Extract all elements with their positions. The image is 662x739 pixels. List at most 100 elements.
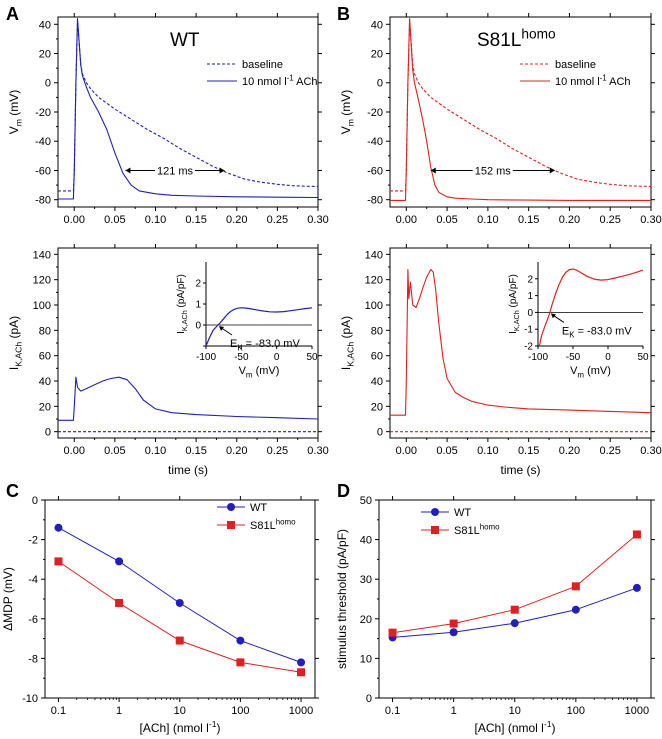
x-axis-label: time (s) [501,463,541,477]
inset-y-axis-label: IK,ACh​ (pA/pF) [508,274,521,334]
data-point-square [449,619,458,628]
x-tick-label: 0.10 [145,445,166,457]
x-tick-label: 0.00 [64,445,85,457]
ach-trace [390,268,652,416]
y-axis-label: Vm​ (mV) [339,90,356,135]
inset-x-tick-label: 0 [274,352,280,363]
data-point-square [571,582,580,591]
apd-label: 121 ms [157,165,194,177]
x-tick-label: 10 [174,705,186,717]
x-tick-label: 0.05 [104,214,125,226]
x-tick-label: 0.10 [145,214,166,226]
data-point-square [115,598,124,607]
x-tick-label: 0.15 [185,445,206,457]
y-tick-label: -8 [28,653,38,665]
x-tick-label: 0.25 [267,214,288,226]
x-tick-label: 1000 [625,705,649,717]
y-axis-label: IK,ACh​ (pA) [7,316,24,370]
y-tick-label: 40 [371,19,383,31]
inset-y-tick-label: 0 [195,321,201,332]
y-tick-label: 120 [33,275,51,287]
y-tick-label: -40 [367,136,383,148]
ek-arrow-head [550,313,556,319]
inset-y-tick-label: 1 [527,291,533,302]
legend-ach-label: 10 nmol l-1​ ACh [555,74,631,88]
inset-x-tick-label: -100 [196,352,216,363]
plot-frame [378,499,652,699]
inset-x-axis-label: Vm​ (mV) [239,365,280,379]
y-tick-label: -4 [28,574,38,586]
legend-baseline-label: baseline [242,59,283,71]
y-tick-label: -40 [35,136,51,148]
x-axis-label: [ACh] (nmol l-1​) [139,719,220,735]
inset-x-tick-label: -100 [528,352,548,363]
y-tick-label: 0 [45,427,51,439]
x-tick-label: 0.25 [267,445,288,457]
apd-arrow-right [549,167,555,174]
y-tick-label: 20 [371,48,383,60]
y-tick-label: 20 [39,48,51,60]
y-tick-label: 10 [360,653,372,665]
apd-label-bg [472,163,513,177]
y-tick-label: 120 [365,275,383,287]
series-line-1 [58,560,302,673]
y-tick-label: -6 [28,614,38,626]
inset-x-tick-label: 50 [637,352,649,363]
apd-label: 152 ms [475,165,512,177]
y-tick-label: 20 [371,401,383,413]
x-tick-label: 0.05 [436,214,457,226]
x-tick-label: 0.20 [559,214,580,226]
legend-marker-circle [227,503,235,511]
y-tick-label: 60 [371,351,383,363]
y-tick-label: 40 [39,376,51,388]
panel-letter: A [6,4,19,24]
y-tick-label: 100 [33,300,51,312]
y-tick-label: 140 [365,249,383,261]
legend-baseline-label: baseline [555,59,596,71]
inset-y-tick-label: -1 [524,325,533,336]
inset-x-tick-label: -50 [566,352,581,363]
data-point-circle [449,628,458,637]
inset-x-tick-label: 50 [306,352,318,363]
y-axis-label: stimulus threshold (pA/pF) [335,529,349,669]
y-tick-label: 20 [360,614,372,626]
legend-label-1: S81Lhomo​ [250,518,296,532]
y-tick-label: -60 [367,165,383,177]
y-tick-label: 140 [33,249,51,261]
data-point-square [388,628,397,637]
y-tick-label: -80 [35,195,51,207]
inset-iv-curve: -100 -50 0 50 0 1 2 Vm​ (mV) IK,ACh​ (pA/pF) EK​ … [176,262,318,379]
panel-letter: B [337,4,350,24]
x-tick-label: 0.00 [396,214,417,226]
x-tick-label: 0.20 [226,445,247,457]
panel-a2: 0.00 0.05 0.10 0.15 0.20 0.25 0.30020406080100… [7,244,329,477]
panel-title: WT [170,30,200,51]
data-point-circle [571,605,580,614]
legend-marker-square [227,521,235,529]
inset-y-axis-label: IK,ACh​ (pA/pF) [176,274,189,334]
inset-iv-curve: -100 -50 0 50 -2 -1 0 1 2 Vm​ (mV) IK,ACh​ (pA/pF)… [508,262,649,379]
x-axis-label: [ACh] (nmol l-1​) [474,719,555,735]
panel-letter: C [6,481,19,501]
y-tick-label: 0 [32,495,38,507]
legend-ach-label: 10 nmol l-1​ ACh [242,74,318,88]
ek-label: EK​ = -83.0 mV [562,325,632,339]
x-tick-label: 0.30 [640,445,661,457]
data-point-square [510,605,519,614]
panel-letter: D [337,481,350,501]
x-tick-label: 0.00 [64,214,85,226]
y-axis-label: IK,ACh​ (pA) [339,316,356,370]
apd-arrow-right [219,167,225,174]
x-tick-label: 0.30 [307,214,328,226]
y-tick-label: 0 [366,693,372,705]
panel-c: 0.1 1 10 100 1000 -10 -8 -6 -4 -2 0 C [ACh] (nmol l-… [1,481,319,735]
ek-label: EK​ = -83.0 mV [230,338,300,352]
y-tick-label: 30 [360,574,372,586]
y-tick-label: 60 [39,351,51,363]
x-tick-label: 0.20 [226,214,247,226]
data-point-circle [297,658,306,667]
data-point-square [297,668,306,677]
ek-arrow-head [219,326,225,331]
y-tick-label: 20 [39,401,51,413]
